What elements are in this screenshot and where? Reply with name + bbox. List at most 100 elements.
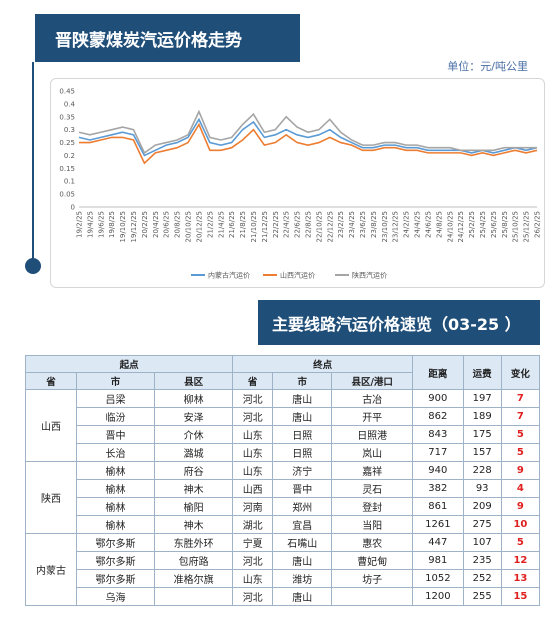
table-cell: 900: [412, 389, 464, 408]
table-cell: 榆林: [75, 479, 156, 498]
table-cell: 县区/港口: [331, 372, 414, 390]
table-cell: 府谷: [154, 461, 234, 480]
x-tick-label: 23/4/25: [348, 211, 356, 238]
y-tick-label: 0.35: [59, 113, 75, 121]
table-cell: 山东: [232, 443, 274, 462]
table-row: 鄂尔多斯 准格尔旗 山东 潍坊 坊子 1052 252 13: [26, 569, 541, 588]
table-cell: 湖北: [232, 515, 274, 534]
x-tick-label: 19/4/25: [86, 211, 94, 238]
table-cell: 13: [500, 569, 541, 588]
table-cell: 晋中: [75, 425, 156, 444]
x-tick-label: 24/4/25: [414, 211, 422, 238]
table-cell: 包府路: [154, 551, 234, 570]
table-cell: 终点: [232, 355, 414, 373]
x-tick-label: 20/2/25: [141, 211, 149, 238]
table-cell: 1052: [412, 569, 464, 588]
table-cell: 准格尔旗: [154, 569, 234, 588]
table-cell: 189: [462, 407, 502, 426]
table-cell: 内蒙古: [25, 533, 77, 606]
y-tick-label: 0: [71, 204, 75, 212]
table-cell: 榆林: [75, 515, 156, 534]
table-cell: 7: [500, 407, 541, 426]
table-cell: 晋中: [272, 479, 333, 498]
table-cell: 河南: [232, 497, 274, 516]
table-cell: 省: [232, 372, 274, 390]
table-cell: [331, 587, 414, 606]
table-cell: 5: [500, 443, 541, 462]
table-cell: 古冶: [331, 389, 414, 408]
table-cell: 乌海: [75, 587, 156, 606]
x-tick-label: 25/4/25: [479, 211, 487, 238]
table-cell: 曹妃甸: [331, 551, 414, 570]
table-row: 山西 吕梁 柳林 河北 唐山 古冶 900 197 7: [25, 389, 541, 462]
x-tick-label: 21/6/25: [228, 211, 236, 238]
chart-box: 0 0.05 0.1 0.15 0.2 0.25 0.3 0.35 0.4 0.45 19/2/25…: [50, 78, 545, 288]
legend-label: 山西汽运价: [280, 271, 315, 280]
table-cell: 157: [462, 443, 502, 462]
table-cell: 9: [500, 497, 541, 516]
section-banner: 主要线路汽运价格速览（03-25 ）: [258, 300, 540, 345]
table-cell: 宜昌: [272, 515, 333, 534]
table-cell: 鄂尔多斯: [75, 533, 156, 552]
decor-line: [32, 62, 34, 265]
x-tick-label: 25/6/25: [490, 211, 498, 238]
y-tick-label: 0.3: [64, 126, 75, 134]
table-cell: 4: [500, 479, 541, 498]
x-tick-label: 19/12/25: [130, 211, 138, 242]
x-tick-label: 20/4/25: [152, 211, 160, 238]
table-cell: 临汾: [75, 407, 156, 426]
table-cell: 河北: [232, 551, 274, 570]
chart: 0 0.05 0.1 0.15 0.2 0.25 0.3 0.35 0.4 0.45 19/2/25…: [59, 88, 541, 280]
table-cell: 河北: [232, 587, 274, 606]
x-tick-label: 22/10/25: [315, 211, 323, 242]
unit-label: 单位：元/吨公里: [447, 60, 528, 73]
table-cell: 197: [462, 389, 502, 408]
x-tick-label: 22/8/25: [305, 211, 313, 238]
x-tick-label: 21/2/25: [206, 211, 214, 238]
table-cell: 变化: [500, 355, 541, 390]
table-cell: 山西: [232, 479, 274, 498]
series-line: [79, 122, 538, 165]
table-cell: 坊子: [331, 569, 414, 588]
table-cell: 潍坊: [272, 569, 333, 588]
table-row: 榆林 神木 湖北 宜昌 当阳 1261 275 10: [26, 515, 541, 534]
table-cell: 山东: [232, 569, 274, 588]
y-tick-label: 0.45: [59, 88, 75, 96]
x-tick-label: 22/12/25: [326, 211, 334, 242]
table-cell: 惠农: [331, 533, 414, 552]
table-row: 内蒙古 鄂尔多斯 东胜外环 宁夏 石嘴山 惠农 447 107 5: [25, 533, 541, 606]
x-tick-label: 20/8/25: [174, 211, 182, 238]
x-tick-label: 20/12/25: [195, 211, 203, 242]
table-cell: 9: [500, 461, 541, 480]
table-cell: 1200: [412, 587, 464, 606]
table-cell: 榆阳: [154, 497, 234, 516]
table-cell: 柳林: [154, 389, 234, 408]
x-tick-label: 25/12/25: [523, 211, 531, 242]
table-cell: 日照: [272, 425, 333, 444]
table-cell: 鄂尔多斯: [75, 551, 156, 570]
x-tick-label: 23/2/25: [337, 211, 345, 238]
table-cell: 运费: [462, 355, 502, 390]
table-cell: 12: [500, 551, 541, 570]
x-tick-label: 24/6/25: [424, 211, 432, 238]
table-row: 榆林 神木 山西 晋中 灵石 382 93 4: [26, 479, 541, 498]
table-cell: 神木: [154, 479, 234, 498]
x-tick-label: 23/6/25: [359, 211, 367, 238]
table-cell: 介休: [154, 425, 234, 444]
table-cell: 93: [462, 479, 502, 498]
table-cell: 神木: [154, 515, 234, 534]
table-cell: 7: [500, 389, 541, 408]
table-cell: 开平: [331, 407, 414, 426]
table-cell: 唐山: [272, 551, 333, 570]
table-cell: 1261: [412, 515, 464, 534]
table-cell: 717: [412, 443, 464, 462]
y-tick-label: 0.05: [59, 191, 75, 199]
x-tick-label: 24/10/25: [446, 211, 454, 242]
table-cell: 山西: [25, 389, 77, 462]
table-cell: 5: [500, 425, 541, 444]
table-row: 榆林 榆阳 河南 郑州 登封 861 209 9: [26, 497, 541, 516]
table-cell: 安泽: [154, 407, 234, 426]
x-tick-label: 21/8/25: [239, 211, 247, 238]
table-cell: 东胜外环: [154, 533, 234, 552]
